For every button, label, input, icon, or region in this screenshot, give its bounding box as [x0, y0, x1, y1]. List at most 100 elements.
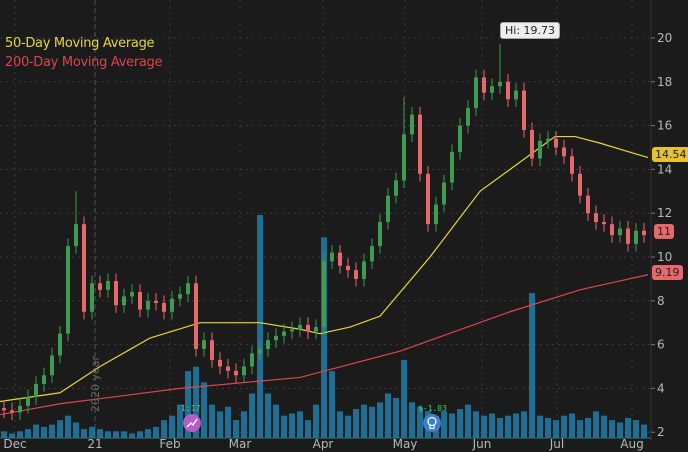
ma50-line	[0, 135, 649, 403]
candle-body	[354, 270, 358, 279]
candle-body	[266, 340, 270, 349]
y-tick-label: 14	[657, 162, 672, 176]
candle-body	[530, 129, 534, 159]
candle-body	[2, 408, 6, 411]
candle-body	[162, 302, 166, 312]
volume-bar	[345, 415, 351, 438]
volume-bar	[185, 371, 191, 438]
x-tick-label: Jun	[472, 437, 492, 451]
volume-bar	[145, 429, 151, 438]
candle-body	[442, 182, 446, 205]
y-tick-label: 16	[657, 119, 672, 133]
volume-bar	[409, 402, 415, 438]
volume-bar	[377, 402, 383, 438]
volume-bar	[369, 406, 375, 438]
legend-ma50: 50-Day Moving Average	[5, 36, 155, 51]
candle-body	[90, 283, 94, 312]
volume-bar	[553, 420, 559, 438]
volume-bar	[57, 420, 63, 438]
volume-bar	[321, 237, 327, 438]
candle-body	[618, 228, 622, 236]
x-tick-label: Apr	[313, 437, 334, 451]
volume-bar	[89, 426, 95, 438]
volume-bar	[473, 411, 479, 438]
volume-bar	[513, 413, 519, 438]
candle-body	[418, 114, 422, 174]
ma200-line	[0, 274, 649, 416]
candle-body	[522, 90, 526, 130]
volume-bar	[241, 411, 247, 438]
x-tick-label: Mar	[229, 437, 252, 451]
candle-body	[234, 370, 238, 376]
volume-bar	[593, 411, 599, 438]
volume-bar	[281, 415, 287, 438]
volume-bar	[609, 420, 615, 438]
high-label: Hi: 19.73	[500, 22, 561, 39]
volume-bar	[497, 417, 503, 438]
candle-body	[322, 261, 326, 328]
candle-body	[186, 283, 190, 295]
volume-bar	[73, 422, 79, 438]
volume-bar	[521, 411, 527, 438]
candle-body	[498, 81, 502, 87]
candle-body	[170, 298, 174, 312]
y-tick-label: 6	[657, 338, 665, 352]
volume-bar	[161, 420, 167, 438]
volume-bar	[9, 433, 15, 438]
y-tick-label: 8	[657, 294, 665, 308]
volume-bar	[225, 406, 231, 438]
candles	[2, 43, 646, 421]
candle-body	[482, 77, 486, 93]
candle-body	[346, 265, 350, 271]
candle-body	[290, 329, 294, 332]
volume-bar	[361, 404, 367, 438]
volume-bar	[489, 413, 495, 438]
candle-body	[450, 151, 454, 183]
candle-body	[122, 296, 126, 306]
volume-bar	[529, 293, 535, 438]
volume-bar	[273, 404, 279, 438]
candle-body	[634, 230, 638, 244]
volume-bar	[169, 415, 175, 438]
volume-bar	[257, 215, 263, 438]
candle-body	[178, 294, 182, 299]
volume-bar	[505, 415, 511, 438]
candle-body	[506, 81, 510, 100]
y-tick-label: 18	[657, 75, 672, 89]
volume-bar	[25, 429, 31, 438]
candle-body	[202, 340, 206, 349]
ma200-price-tag: 9.19	[652, 265, 683, 280]
split-chart-icon[interactable]	[183, 414, 201, 432]
candle-body	[546, 138, 550, 141]
candle-body	[58, 333, 62, 356]
volume-bar	[121, 431, 127, 438]
volume-bar	[81, 429, 87, 438]
candle-body	[386, 195, 390, 222]
volume-bar	[137, 431, 143, 438]
candle-body	[410, 114, 414, 135]
candle-body	[218, 359, 222, 367]
candle-body	[642, 230, 646, 236]
volume-bar	[577, 420, 583, 438]
last-price-tag: 11	[654, 224, 674, 239]
candle-body	[554, 138, 558, 148]
candle-body	[594, 213, 598, 222]
candle-body	[394, 180, 398, 196]
volume-bar	[441, 411, 447, 438]
candle-body	[330, 252, 334, 262]
candle-body	[306, 324, 310, 332]
volume-bar	[401, 359, 407, 438]
candle-body	[458, 125, 462, 152]
volume-bar	[641, 424, 647, 438]
volume-bar	[41, 426, 47, 438]
candle-body	[66, 246, 70, 334]
candle-body	[578, 173, 582, 196]
candle-body	[402, 134, 406, 181]
volume-bar	[297, 411, 303, 438]
candle-body	[138, 292, 142, 310]
candle-body	[626, 228, 630, 244]
volume-bar	[249, 393, 255, 438]
volume-bars	[1, 215, 647, 438]
lightbulb-icon[interactable]	[423, 414, 441, 432]
volume-bar	[113, 431, 119, 438]
